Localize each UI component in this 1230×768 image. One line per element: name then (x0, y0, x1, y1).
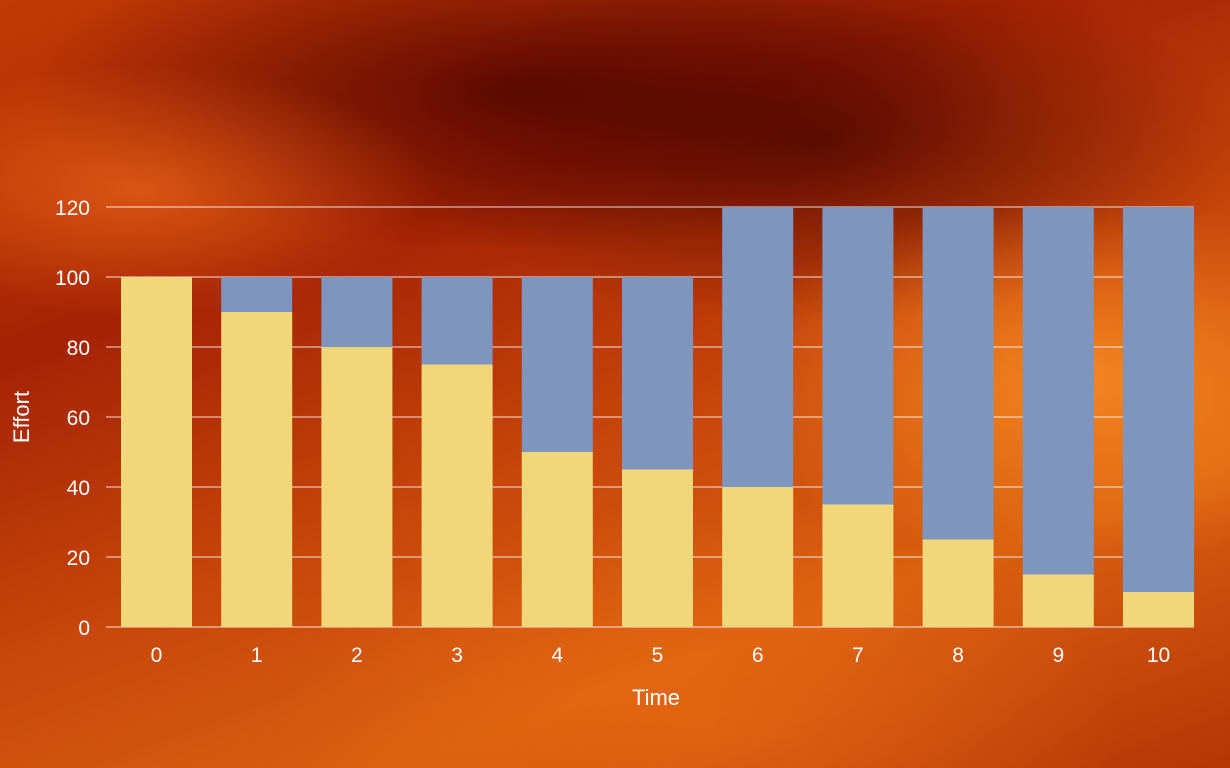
x-axis-title: Time (632, 685, 680, 710)
bar-segment-yellow (421, 364, 493, 627)
x-axis-ticks: 0 1 2 3 4 5 6 7 8 9 10 (151, 644, 1171, 667)
y-tick-label: 20 (67, 547, 90, 570)
bar-segment-blue (1123, 207, 1194, 592)
bar-segment-yellow (822, 504, 894, 627)
x-tick-label: 6 (752, 644, 764, 667)
y-tick-label: 80 (67, 337, 90, 360)
x-tick-label: 10 (1147, 644, 1170, 667)
y-axis-ticks: 0 20 40 60 80 100 120 (55, 197, 90, 640)
bar-segment-yellow (121, 277, 192, 627)
x-tick-label: 5 (652, 644, 664, 667)
bar-segment-blue (521, 277, 593, 452)
bar-segment-blue (622, 277, 693, 470)
bar-segment-blue (321, 277, 393, 347)
bar-segment-blue (1022, 207, 1094, 575)
bar-segment-yellow (521, 452, 593, 627)
y-tick-label: 0 (78, 617, 90, 640)
x-tick-label: 4 (551, 644, 563, 667)
bar-segment-blue (421, 277, 493, 365)
y-axis-title: Effort (9, 391, 34, 443)
y-tick-label: 40 (67, 477, 90, 500)
x-tick-label: 3 (451, 644, 463, 667)
bar-segment-blue (722, 207, 794, 487)
bar-segment-yellow (622, 469, 693, 627)
x-tick-label: 8 (952, 644, 964, 667)
bars (121, 207, 1194, 627)
y-tick-label: 100 (55, 267, 90, 290)
bar-segment-yellow (221, 312, 293, 627)
bar-segment-yellow (1123, 592, 1194, 627)
bar-segment-yellow (722, 487, 794, 627)
bar-segment-yellow (321, 347, 393, 627)
bar-segment-blue (221, 277, 293, 312)
x-tick-label: 2 (351, 644, 363, 667)
bar-segment-yellow (1022, 574, 1094, 627)
bar-segment-yellow (922, 539, 994, 627)
x-tick-label: 1 (251, 644, 263, 667)
bar-segment-blue (922, 207, 994, 540)
bar-segment-blue (822, 207, 894, 505)
x-tick-label: 9 (1052, 644, 1064, 667)
y-tick-label: 60 (67, 407, 90, 430)
x-tick-label: 0 (151, 644, 163, 667)
x-tick-label: 7 (852, 644, 864, 667)
y-tick-label: 120 (55, 197, 90, 220)
